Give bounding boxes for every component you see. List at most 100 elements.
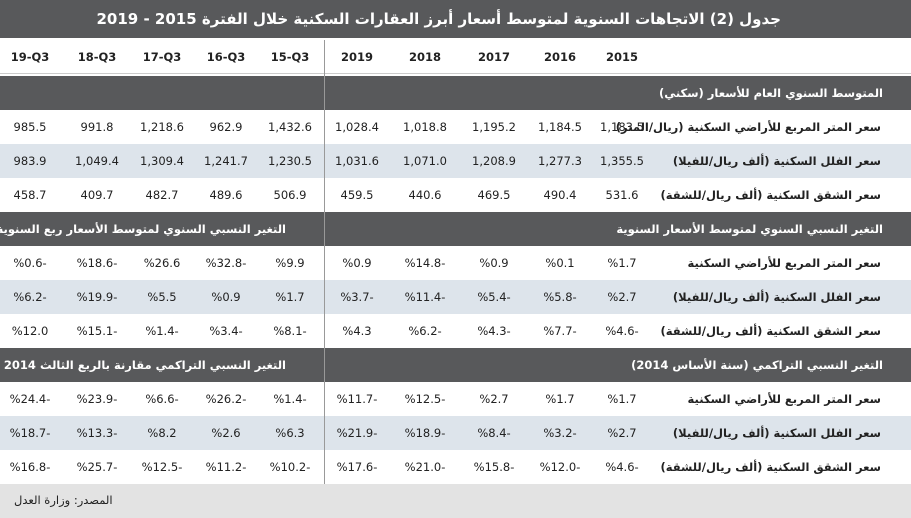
row-label: سعر الفلل السكنية (ألف ريال/للفيلا) [672, 426, 881, 440]
cell: %0.9 [479, 256, 509, 270]
cell: 1,355.5 [600, 154, 644, 168]
column-header: 19-Q3 [10, 50, 50, 64]
cell: %12.5- [404, 392, 446, 406]
cell: %15.1- [76, 324, 118, 338]
title-bar [0, 0, 911, 38]
cell: 1,241.7 [204, 154, 248, 168]
cell: 458.7 [13, 188, 47, 202]
cell: %9.9 [275, 256, 305, 270]
column-header: 18-Q3 [77, 50, 117, 64]
cell: 991.8 [80, 120, 114, 134]
cell: %3.4- [209, 324, 243, 338]
cell: %12.0- [539, 460, 581, 474]
cell: %0.6- [13, 256, 47, 270]
row-label: سعر الشقق السكنية (ألف ريال/للشقة) [660, 188, 881, 202]
cell: %11.2- [205, 460, 247, 474]
section-quarter-title: التغير النسبي التراكمي مقارنة بالربع الث… [3, 358, 286, 372]
cell: 489.6 [209, 188, 243, 202]
cell: %2.7 [479, 392, 509, 406]
cell: 440.6 [408, 188, 442, 202]
cell: %8.4- [477, 426, 511, 440]
cell: 1,049.4 [75, 154, 119, 168]
cell: 1,018.8 [403, 120, 447, 134]
cell: %6.2- [408, 324, 442, 338]
cell: 1,195.2 [472, 120, 516, 134]
row-label: سعر الفلل السكنية (ألف ريال/للفيلا) [672, 290, 881, 304]
cell: 1,309.4 [140, 154, 184, 168]
column-divider [324, 40, 325, 484]
cell: %4.3- [477, 324, 511, 338]
cell: %1.4- [273, 392, 307, 406]
section-header [0, 76, 911, 110]
section-header [0, 348, 911, 382]
column-header: 2016 [543, 50, 577, 64]
cell: 469.5 [477, 188, 511, 202]
column-header: 2018 [408, 50, 442, 64]
cell: %0.9 [342, 256, 372, 270]
cell: %14.8- [404, 256, 446, 270]
cell: %11.4- [404, 290, 446, 304]
cell: %6.3 [275, 426, 305, 440]
section-quarter-title: التغير النسبي السنوي لمتوسط الأسعار ربع … [0, 222, 286, 236]
cell: 1,183.5 [600, 120, 644, 134]
cell: 1,071.0 [403, 154, 447, 168]
cell: %7.7- [543, 324, 577, 338]
cell: %12.5- [141, 460, 183, 474]
title: جدول (2) الاتجاهات السنوية لمتوسط أسعار … [96, 10, 782, 28]
cell: %17.6- [336, 460, 378, 474]
cell: 1,031.6 [335, 154, 379, 168]
cell: %1.7 [607, 392, 637, 406]
cell: 1,218.6 [140, 120, 184, 134]
cell: %26.6 [143, 256, 181, 270]
row-label: سعر الشقق السكنية (ألف ريال/للشقة) [660, 460, 881, 474]
column-header: 15-Q3 [270, 50, 310, 64]
table-row [0, 382, 911, 416]
source: المصدر: وزارة العدل [14, 493, 113, 507]
cell: %13.3- [76, 426, 118, 440]
cell: 409.7 [80, 188, 114, 202]
cell: %0.9 [211, 290, 241, 304]
row-label: سعر المتر المربع للأراضي السكنية [687, 392, 881, 406]
cell: %26.2- [205, 392, 247, 406]
column-header: 2017 [477, 50, 511, 64]
cell: %18.9- [404, 426, 446, 440]
cell: %24.4- [9, 392, 51, 406]
footer [0, 484, 911, 518]
cell: %2.6 [211, 426, 241, 440]
cell: %32.8- [205, 256, 247, 270]
cell: %4.3 [342, 324, 372, 338]
cell: 490.4 [543, 188, 577, 202]
column-header: 2015 [605, 50, 639, 64]
cell: 1,230.5 [268, 154, 312, 168]
cell: %3.7- [340, 290, 374, 304]
row-label: سعر المتر المربع للأراضي السكنية (ريال/ا… [615, 120, 881, 134]
cell: %6.2- [13, 290, 47, 304]
table-row [0, 110, 911, 144]
table-row [0, 280, 911, 314]
table-row [0, 450, 911, 484]
cell: %16.8- [9, 460, 51, 474]
cell: %2.7 [607, 290, 637, 304]
cell: 985.5 [13, 120, 47, 134]
row-label: سعر الشقق السكنية (ألف ريال/للشقة) [660, 324, 881, 338]
cell: %8.2 [147, 426, 177, 440]
cell: %19.9- [76, 290, 118, 304]
cell: %23.9- [76, 392, 118, 406]
cell: %6.6- [145, 392, 179, 406]
cell: %5.4- [477, 290, 511, 304]
cell: %1.4- [145, 324, 179, 338]
cell: %18.6- [76, 256, 118, 270]
cell: %11.7- [336, 392, 378, 406]
section-header [0, 212, 911, 246]
cell: 962.9 [209, 120, 243, 134]
cell: %3.2- [543, 426, 577, 440]
table-row [0, 314, 911, 348]
cell: %4.6- [605, 324, 639, 338]
cell: 482.7 [145, 188, 179, 202]
table-row [0, 416, 911, 450]
cell: %4.6- [605, 460, 639, 474]
cell: 1,432.6 [268, 120, 312, 134]
section-title: المتوسط السنوي العام للأسعار (سكني) [658, 86, 883, 100]
cell: %21.0- [404, 460, 446, 474]
cell: %1.7 [607, 256, 637, 270]
